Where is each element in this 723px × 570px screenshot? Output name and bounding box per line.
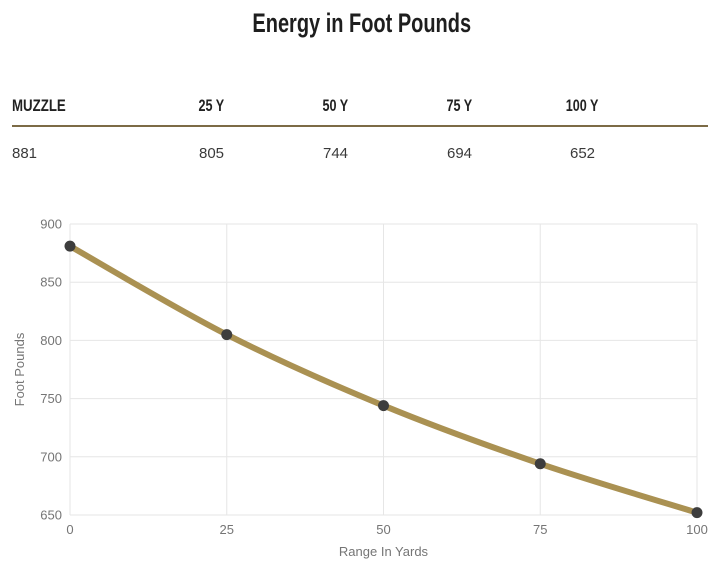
table-header-100y: 100 Y [566, 96, 599, 115]
value-100y: 652 [569, 145, 596, 162]
page-title: Energy in Foot Pounds [0, 8, 723, 38]
table-header-muzzle: MUZZLE [12, 96, 66, 115]
energy-chart: 650 700 750 800 850 900 0 25 50 75 100 Range In Yar… [0, 207, 723, 570]
energy-line-chart: 650 700 750 800 850 900 0 25 50 75 100 Range In Yar… [12, 217, 708, 560]
table-value-row: 881 805 744 694 652 [12, 127, 708, 179]
data-point [534, 458, 546, 470]
y-tick-label: 850 [40, 275, 62, 290]
x-tick-label: 100 [686, 522, 708, 537]
x-tick-label: 50 [376, 522, 390, 537]
page-title-text: Energy in Foot Pounds [252, 8, 471, 38]
y-tick-label: 750 [40, 391, 62, 406]
table-header-75y: 75 Y [446, 96, 473, 115]
data-point [64, 240, 76, 252]
table-header-50y: 50 Y [322, 96, 349, 115]
x-axis-title: Range In Yards [339, 544, 429, 559]
y-axis-title: Foot Pounds [12, 332, 27, 406]
data-point [378, 400, 389, 412]
value-25y: 805 [198, 145, 225, 162]
y-tick-label: 800 [40, 333, 62, 348]
table-header-row: MUZZLE 25 Y 50 Y 75 Y 100 Y [12, 83, 708, 127]
data-point [691, 507, 703, 519]
data-point [221, 329, 233, 341]
value-50y: 744 [322, 145, 349, 162]
energy-table: MUZZLE 25 Y 50 Y 75 Y 100 Y 881 805 744 … [12, 83, 708, 179]
table-header-25y: 25 Y [198, 96, 225, 115]
y-tick-label: 700 [40, 449, 62, 464]
x-tick-label: 0 [66, 522, 73, 537]
y-tick-label: 900 [40, 217, 62, 232]
value-muzzle: 881 [12, 145, 38, 162]
y-tick-label: 650 [40, 508, 62, 523]
value-75y: 694 [446, 145, 473, 162]
x-tick-label: 25 [220, 522, 234, 537]
x-tick-label: 75 [533, 522, 547, 537]
